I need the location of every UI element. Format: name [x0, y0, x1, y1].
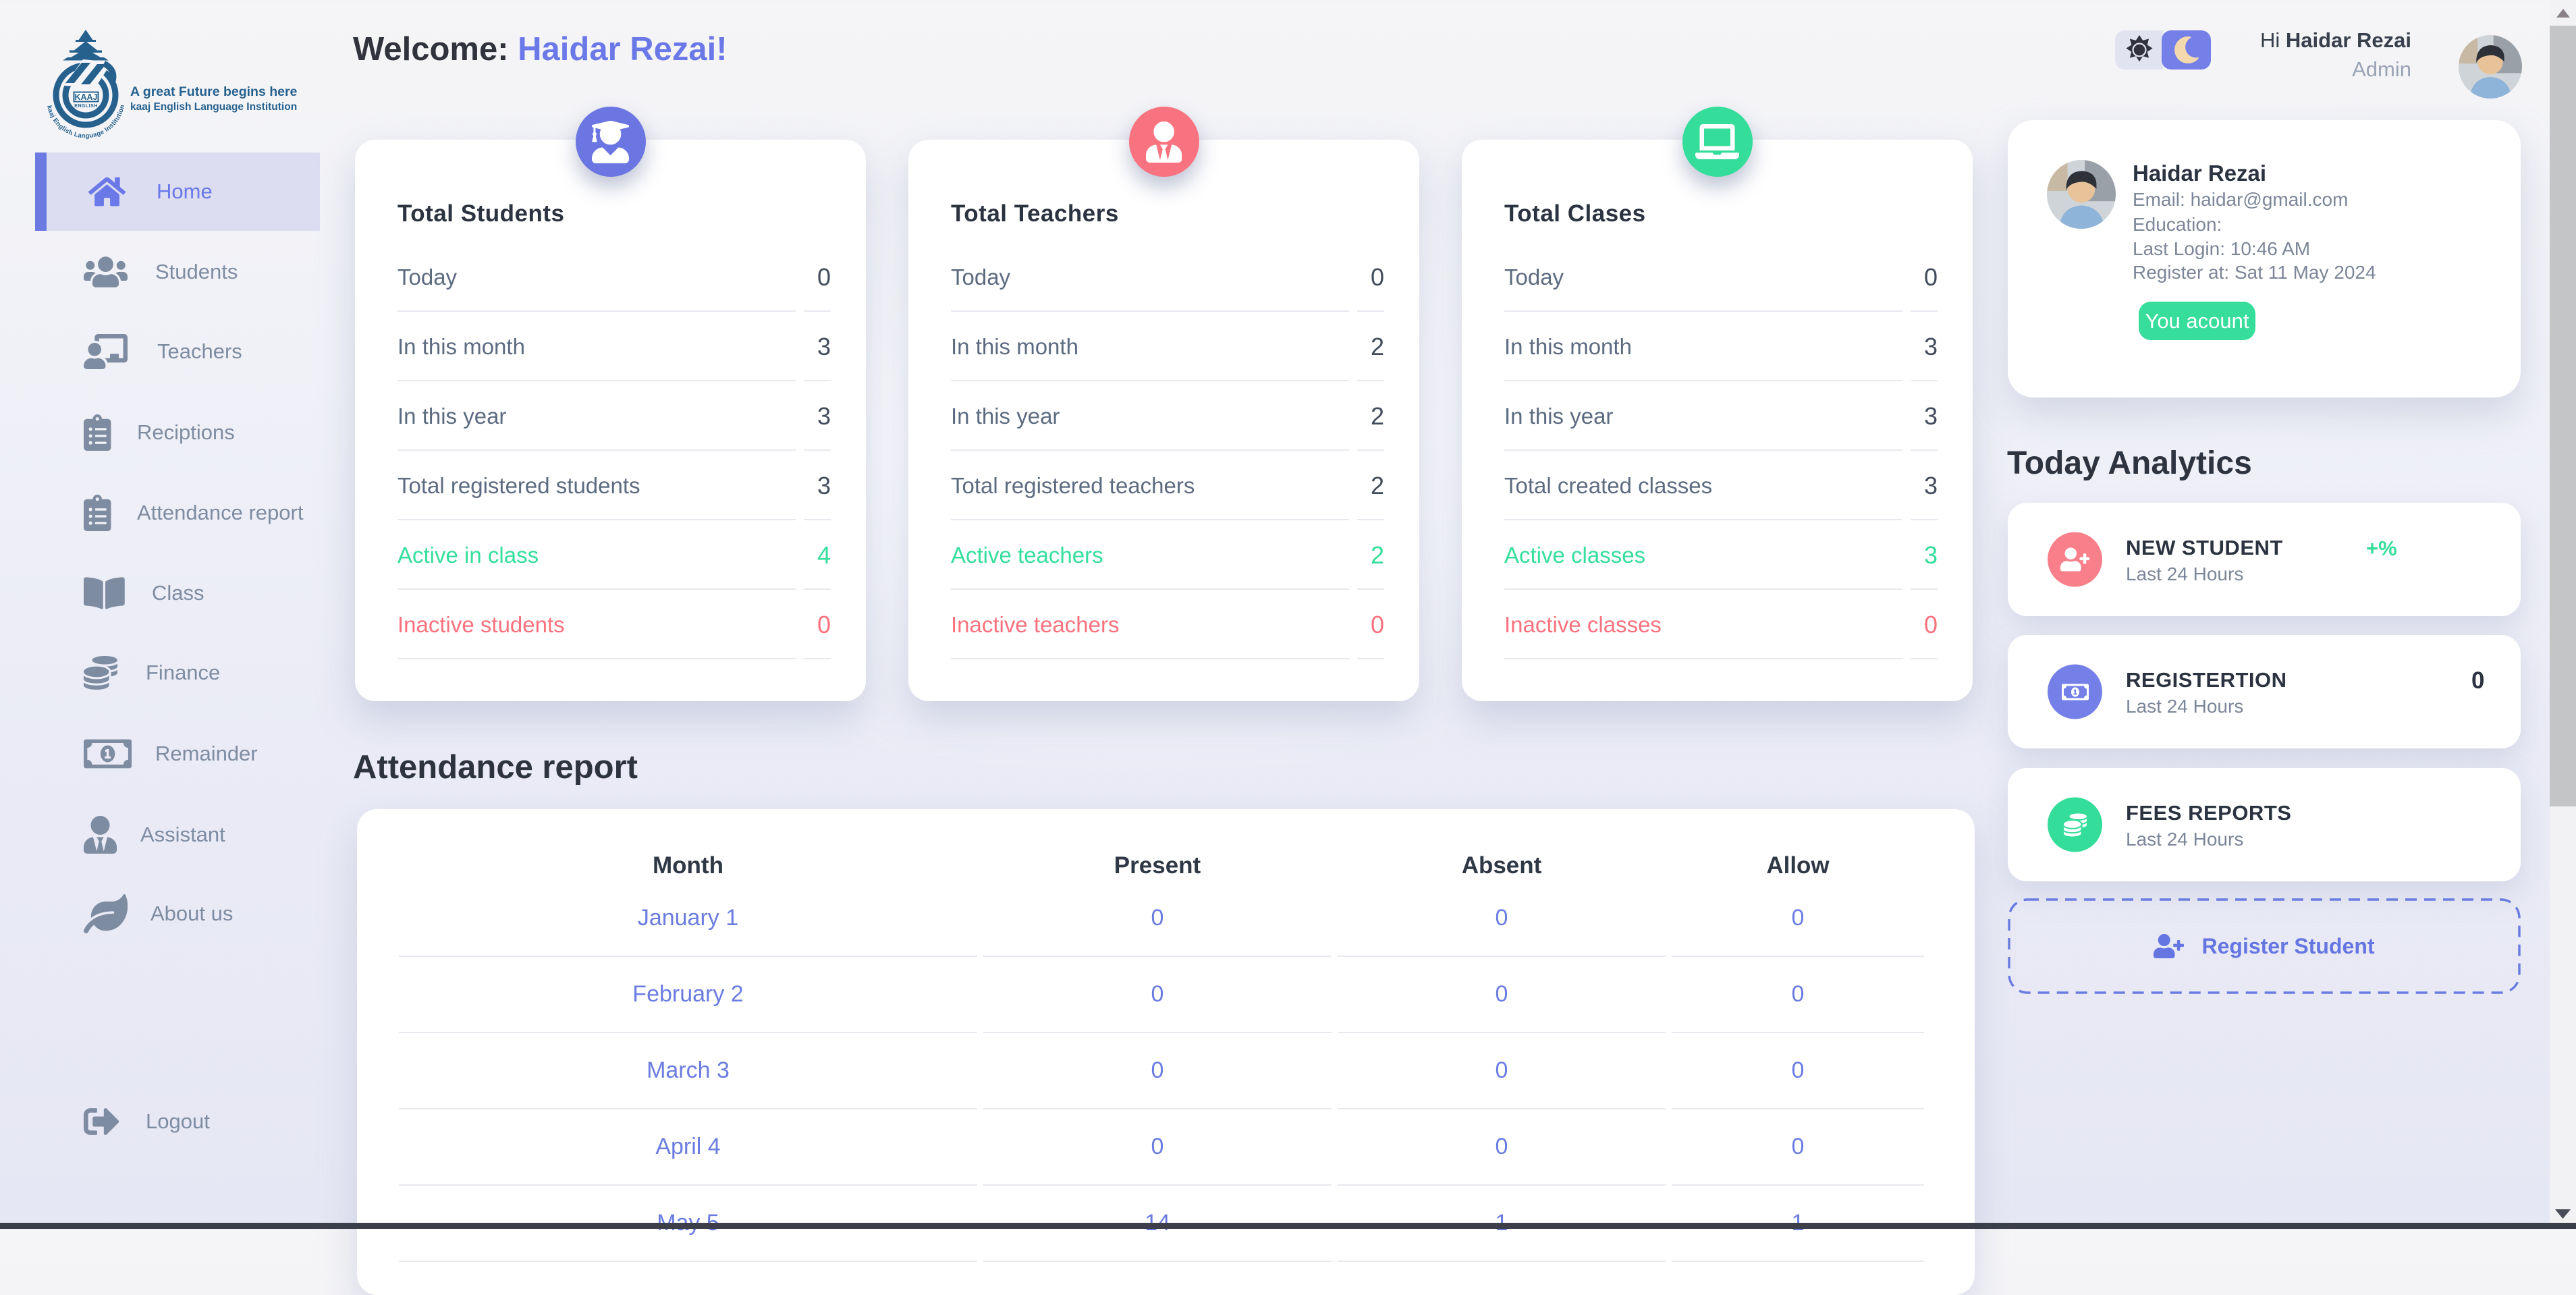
svg-text:KAAJ: KAAJ: [74, 92, 97, 102]
svg-text:ENGLISH: ENGLISH: [74, 104, 98, 109]
svg-text:A great Future begins here: A great Future begins here: [130, 84, 298, 99]
svg-text:kaaj English Language Institut: kaaj English Language Institution: [130, 101, 297, 113]
